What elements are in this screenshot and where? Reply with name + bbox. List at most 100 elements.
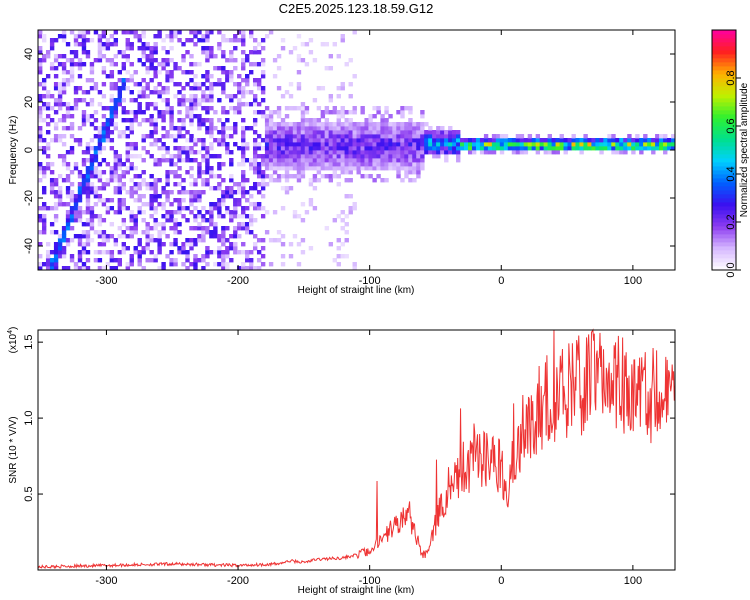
spectrogram-cell xyxy=(463,146,469,151)
spectrogram-cell xyxy=(77,218,83,223)
spectrogram-cell xyxy=(495,134,501,139)
spectrogram-cell xyxy=(324,118,330,123)
spectrogram-cell xyxy=(300,238,306,243)
spectrogram-cell xyxy=(284,186,290,191)
spectrogram-cell xyxy=(69,214,75,219)
spectrogram-cell xyxy=(249,262,254,267)
spectrogram-cell xyxy=(276,114,282,119)
spectrogram-cell xyxy=(340,154,345,159)
spectrogram-cell xyxy=(149,234,154,239)
spectrogram-cell xyxy=(316,162,322,167)
spectrogram-cell xyxy=(109,122,115,127)
spectrogram-cell xyxy=(336,262,341,267)
spectrogram-cell xyxy=(61,158,67,163)
spectrogram-cell xyxy=(225,210,230,215)
spectrogram-cell xyxy=(276,130,282,135)
spectrogram-cell xyxy=(165,106,170,111)
spectrogram-cell xyxy=(300,126,306,131)
spectrogram-cell xyxy=(193,254,198,259)
spectrogram-cell xyxy=(233,190,238,195)
spectrogram-cell xyxy=(169,74,174,79)
spectrogram-cell xyxy=(252,266,258,271)
spectrogram-cell xyxy=(161,154,166,159)
spectrogram-cell xyxy=(41,106,47,111)
spectrogram-cell xyxy=(205,210,210,215)
spectrogram-cell xyxy=(129,178,134,183)
spectrogram-cell xyxy=(181,214,186,219)
spectrogram-cell xyxy=(364,146,369,151)
spectrogram-cell xyxy=(268,138,274,143)
spectrogram-cell xyxy=(189,110,194,115)
spectrogram-cell xyxy=(85,158,91,163)
spectrogram-cell xyxy=(671,134,676,139)
spectrogram-cell xyxy=(396,158,401,163)
spectrogram-cell xyxy=(380,162,385,167)
spectrogram-cell xyxy=(93,118,99,123)
spectrogram-cell xyxy=(237,74,242,79)
colorbar-band xyxy=(712,146,736,151)
spectrogram-cell xyxy=(193,102,198,107)
spectrogram-cell xyxy=(189,194,194,199)
spectrogram-cell xyxy=(627,142,632,147)
spectrogram-cell xyxy=(137,186,142,191)
spectrogram-cell xyxy=(583,142,588,147)
spectrogram-cell xyxy=(61,86,67,91)
spectrogram-cell xyxy=(225,38,230,43)
spectrogram-cell xyxy=(436,150,441,155)
spectrogram-cell xyxy=(237,110,242,115)
spectrogram-cell xyxy=(77,254,83,259)
spectrogram-cell xyxy=(507,138,513,143)
spectrogram-cell xyxy=(49,230,55,235)
spectrogram-cell xyxy=(53,66,59,71)
spectrogram-cell xyxy=(296,242,302,247)
spectrogram-cell xyxy=(316,86,322,91)
spectrogram-cell xyxy=(296,170,302,175)
spectrogram-cell xyxy=(97,162,103,167)
spectrogram-cell xyxy=(225,142,230,147)
spectrogram-cell xyxy=(73,102,79,107)
colorbar-band xyxy=(712,30,736,35)
spectrogram-cell xyxy=(125,42,130,47)
colorbar-band xyxy=(712,178,736,183)
spectrogram-cell xyxy=(105,46,111,51)
spectrogram-cell xyxy=(173,134,178,139)
spectrogram-cell xyxy=(607,146,612,151)
spectrogram-cell xyxy=(45,262,51,267)
spectrogram-cell xyxy=(61,62,67,67)
spectrogram-cell xyxy=(241,66,246,71)
spectrogram-cell xyxy=(619,138,624,143)
spectrogram-cell xyxy=(85,242,91,247)
spectrogram-cell xyxy=(205,246,210,251)
spectrogram-cell xyxy=(205,162,210,167)
spectrogram-cell xyxy=(89,38,95,43)
spectrogram-cell xyxy=(85,194,91,199)
spectrogram-cell xyxy=(332,218,337,223)
spectrogram-cell xyxy=(113,126,119,131)
spectrogram-cell xyxy=(49,46,55,51)
spectrogram-cell xyxy=(141,218,146,223)
spectrogram-cell xyxy=(53,82,59,87)
spectrogram-cell xyxy=(81,50,87,55)
spectrogram-cell xyxy=(177,154,182,159)
spectrogram-cell xyxy=(268,162,274,167)
spectrogram-cell xyxy=(237,234,242,239)
spectrogram-cell xyxy=(145,202,150,207)
spectrogram-cell xyxy=(249,166,254,171)
spectrogram-cell xyxy=(344,166,349,171)
spectrogram-cell xyxy=(73,218,79,223)
spectrogram-cell xyxy=(49,138,55,143)
spectrogram-cell xyxy=(320,138,326,143)
spectrogram-cell xyxy=(141,266,146,271)
spectrogram-cell xyxy=(412,178,417,183)
spectrogram-cell xyxy=(49,222,55,227)
spectrogram-cell xyxy=(145,186,150,191)
spectrogram-cell xyxy=(213,206,218,211)
spectrogram-cell xyxy=(141,178,146,183)
spectrogram-cell xyxy=(229,98,234,103)
spectrogram-cell xyxy=(161,202,166,207)
spectrogram-cell xyxy=(436,146,441,151)
spectrogram-cell xyxy=(416,138,421,143)
spectrogram-cell xyxy=(38,106,43,111)
spectrogram-cell xyxy=(141,182,146,187)
spectrogram-cell xyxy=(169,162,174,167)
